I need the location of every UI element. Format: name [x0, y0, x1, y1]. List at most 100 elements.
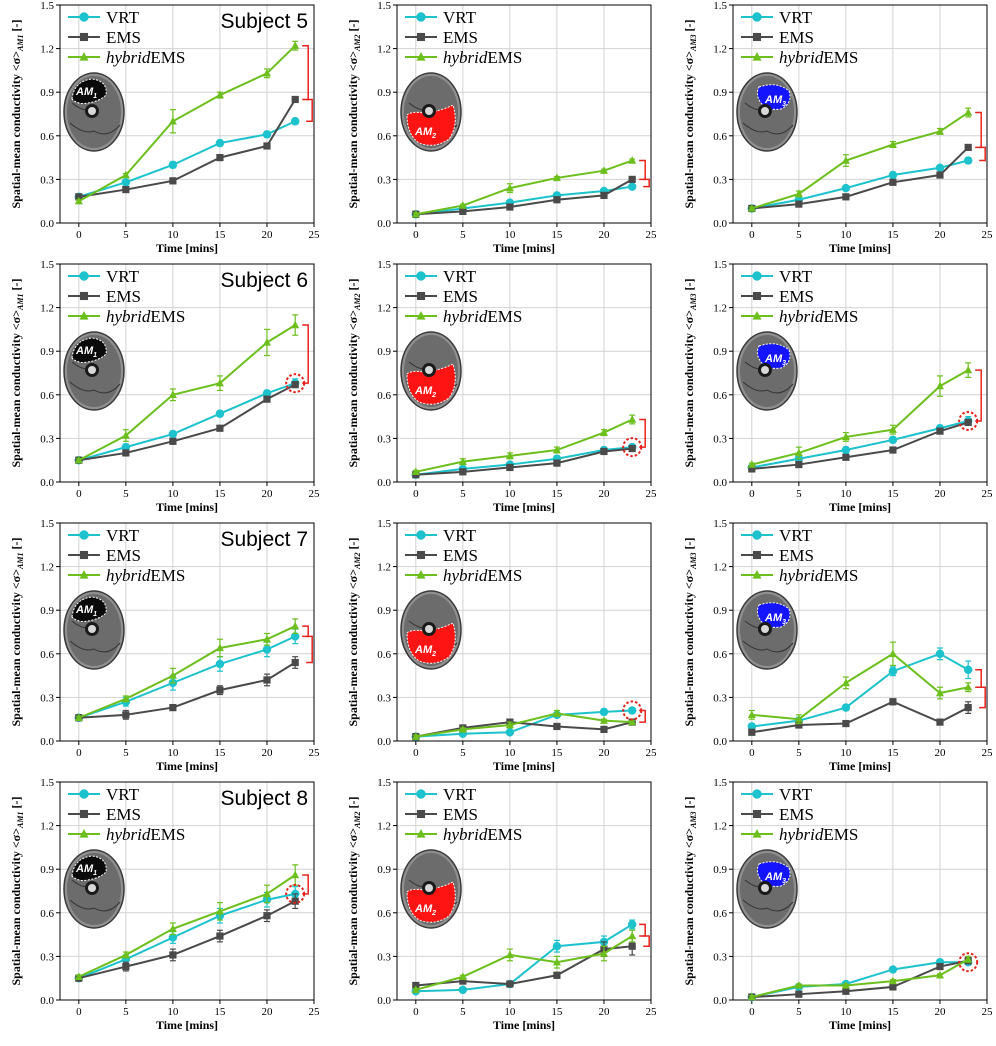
y-tick-label: 1.5 — [713, 518, 727, 530]
am2-region — [406, 363, 456, 405]
data-point-hybrid — [964, 108, 973, 116]
x-tick-label: 20 — [598, 488, 610, 500]
data-point-hybrid — [411, 209, 420, 218]
data-point-vrt — [888, 965, 898, 974]
y-label-close: > — [682, 569, 696, 576]
femur-inner — [425, 107, 433, 115]
plot-frame — [59, 781, 315, 1001]
subject-title: Subject 5 — [220, 10, 308, 33]
y-tick-label: 0.6 — [713, 908, 727, 920]
legend-hybrid-italic: hybrid — [106, 825, 151, 844]
legend-hybrid-rest: EMS — [823, 566, 858, 585]
muscle-cross-section-icon: AM2 — [400, 72, 462, 152]
y-label-suffix: [-] — [346, 19, 360, 34]
series-line-hybrid — [415, 935, 633, 991]
legend-marker-vrt — [79, 530, 89, 540]
data-point-ems — [889, 178, 897, 186]
muscle-boundary — [69, 381, 121, 394]
data-point-hybrid — [747, 460, 756, 468]
data-point-hybrid — [841, 432, 850, 441]
y-tick-label: 0.6 — [40, 131, 54, 143]
data-point-hybrid — [411, 985, 420, 994]
data-point-ems — [122, 449, 130, 457]
chart-panel-9: 0 5 10 15 20 25 0.0 0.3 0.6 0.9 1.2 1.5 Time [mins] S… — [682, 518, 993, 773]
y-tick-label: 0.9 — [713, 605, 727, 617]
legend-hybrid-rest: EMS — [823, 307, 858, 326]
data-point-ems — [263, 912, 271, 920]
legend-hybrid-rest: EMS — [487, 825, 522, 844]
data-point-hybrid — [935, 688, 944, 697]
x-tick-label: 5 — [123, 229, 129, 241]
legend-label-ems: EMS — [106, 287, 141, 306]
legend-hybrid-rest: EMS — [823, 48, 858, 67]
y-tick-label: 0.3 — [40, 692, 54, 704]
y-tick-label: 1.5 — [40, 259, 54, 271]
legend-marker-ems — [79, 291, 89, 301]
data-point-hybrid — [964, 954, 973, 963]
legend-marker-vrt — [79, 789, 89, 799]
series-line-ems — [751, 700, 969, 734]
x-axis-label: Time [mins] — [493, 1018, 555, 1032]
y-label-subscript: AM2 — [353, 811, 362, 828]
y-label-suffix: [-] — [9, 537, 23, 552]
series-line-hybrid — [78, 625, 296, 719]
chart-panel-10: 0 5 10 15 20 25 0.0 0.3 0.6 0.9 1.2 1.5 Time [mins] S… — [9, 777, 320, 1032]
femur-inner — [761, 107, 769, 115]
legend-hybrid-rest: EMS — [150, 48, 185, 67]
y-label-prefix: Spatial-mean conductivity < — [346, 64, 360, 208]
legend-label-hybrid: hybridEMS — [443, 48, 522, 67]
am1-region — [71, 855, 107, 881]
legend-marker-hybrid — [416, 311, 426, 320]
y-label-sigma: σ — [9, 575, 23, 582]
x-axis-label: Time [mins] — [493, 500, 555, 514]
muscle-cross-section-icon: AM3 — [736, 590, 798, 670]
series-line-ems — [751, 146, 969, 210]
am1-region — [71, 596, 107, 622]
legend-label-hybrid: hybridEMS — [779, 307, 858, 326]
highlight-circle — [622, 437, 643, 458]
series-line-vrt — [751, 961, 969, 999]
muscle-cross-section-icon: AM3 — [736, 849, 798, 929]
significance-bracket — [302, 44, 309, 101]
data-point-vrt — [888, 435, 898, 445]
significance-bracket — [975, 669, 982, 688]
x-tick-label: 5 — [796, 1006, 802, 1018]
y-tick-label: 0.3 — [713, 692, 727, 704]
x-tick-label: 0 — [413, 747, 419, 759]
data-point-vrt — [627, 920, 637, 929]
x-tick-label: 5 — [460, 229, 466, 241]
data-point-ems — [795, 721, 803, 729]
series-line-ems — [78, 98, 297, 198]
y-label-subscript: AM3 — [689, 552, 698, 569]
legend-label-vrt: VRT — [779, 8, 813, 27]
y-label-subscript: AM2 — [353, 552, 362, 569]
significance-bracket — [302, 625, 309, 638]
data-point-hybrid — [458, 201, 467, 209]
y-tick-label: 0.0 — [377, 736, 391, 748]
legend-label-hybrid: hybridEMS — [106, 48, 185, 67]
y-label-sigma: σ — [346, 575, 360, 582]
data-point-ems — [169, 177, 177, 185]
plot-frame — [396, 4, 652, 224]
femur-inner — [761, 366, 769, 374]
legend-marker-ems — [416, 291, 426, 301]
muscle-boundary — [742, 381, 794, 394]
chart-panel-7: 0 5 10 15 20 25 0.0 0.3 0.6 0.9 1.2 1.5 Time [mins] S… — [9, 518, 320, 773]
legend-label-hybrid: hybridEMS — [106, 825, 185, 844]
y-label-close: > — [9, 569, 23, 576]
y-tick-label: 1.2 — [713, 44, 727, 56]
series-line-ems — [415, 945, 633, 987]
y-label-suffix: [-] — [9, 796, 23, 811]
legend-marker-vrt — [79, 12, 89, 22]
y-axis-label: Spatial-mean conductivity <σ>AM2 [-] — [346, 278, 362, 467]
legend-marker-ems — [416, 809, 426, 819]
y-label-suffix: [-] — [682, 278, 696, 293]
x-tick-label: 5 — [460, 488, 466, 500]
legend-label-vrt: VRT — [779, 785, 813, 804]
legend-label-vrt: VRT — [106, 526, 140, 545]
legend-marker-ems — [752, 550, 762, 560]
y-label-subscript: AM3 — [689, 811, 698, 828]
data-point-hybrid — [458, 724, 467, 733]
